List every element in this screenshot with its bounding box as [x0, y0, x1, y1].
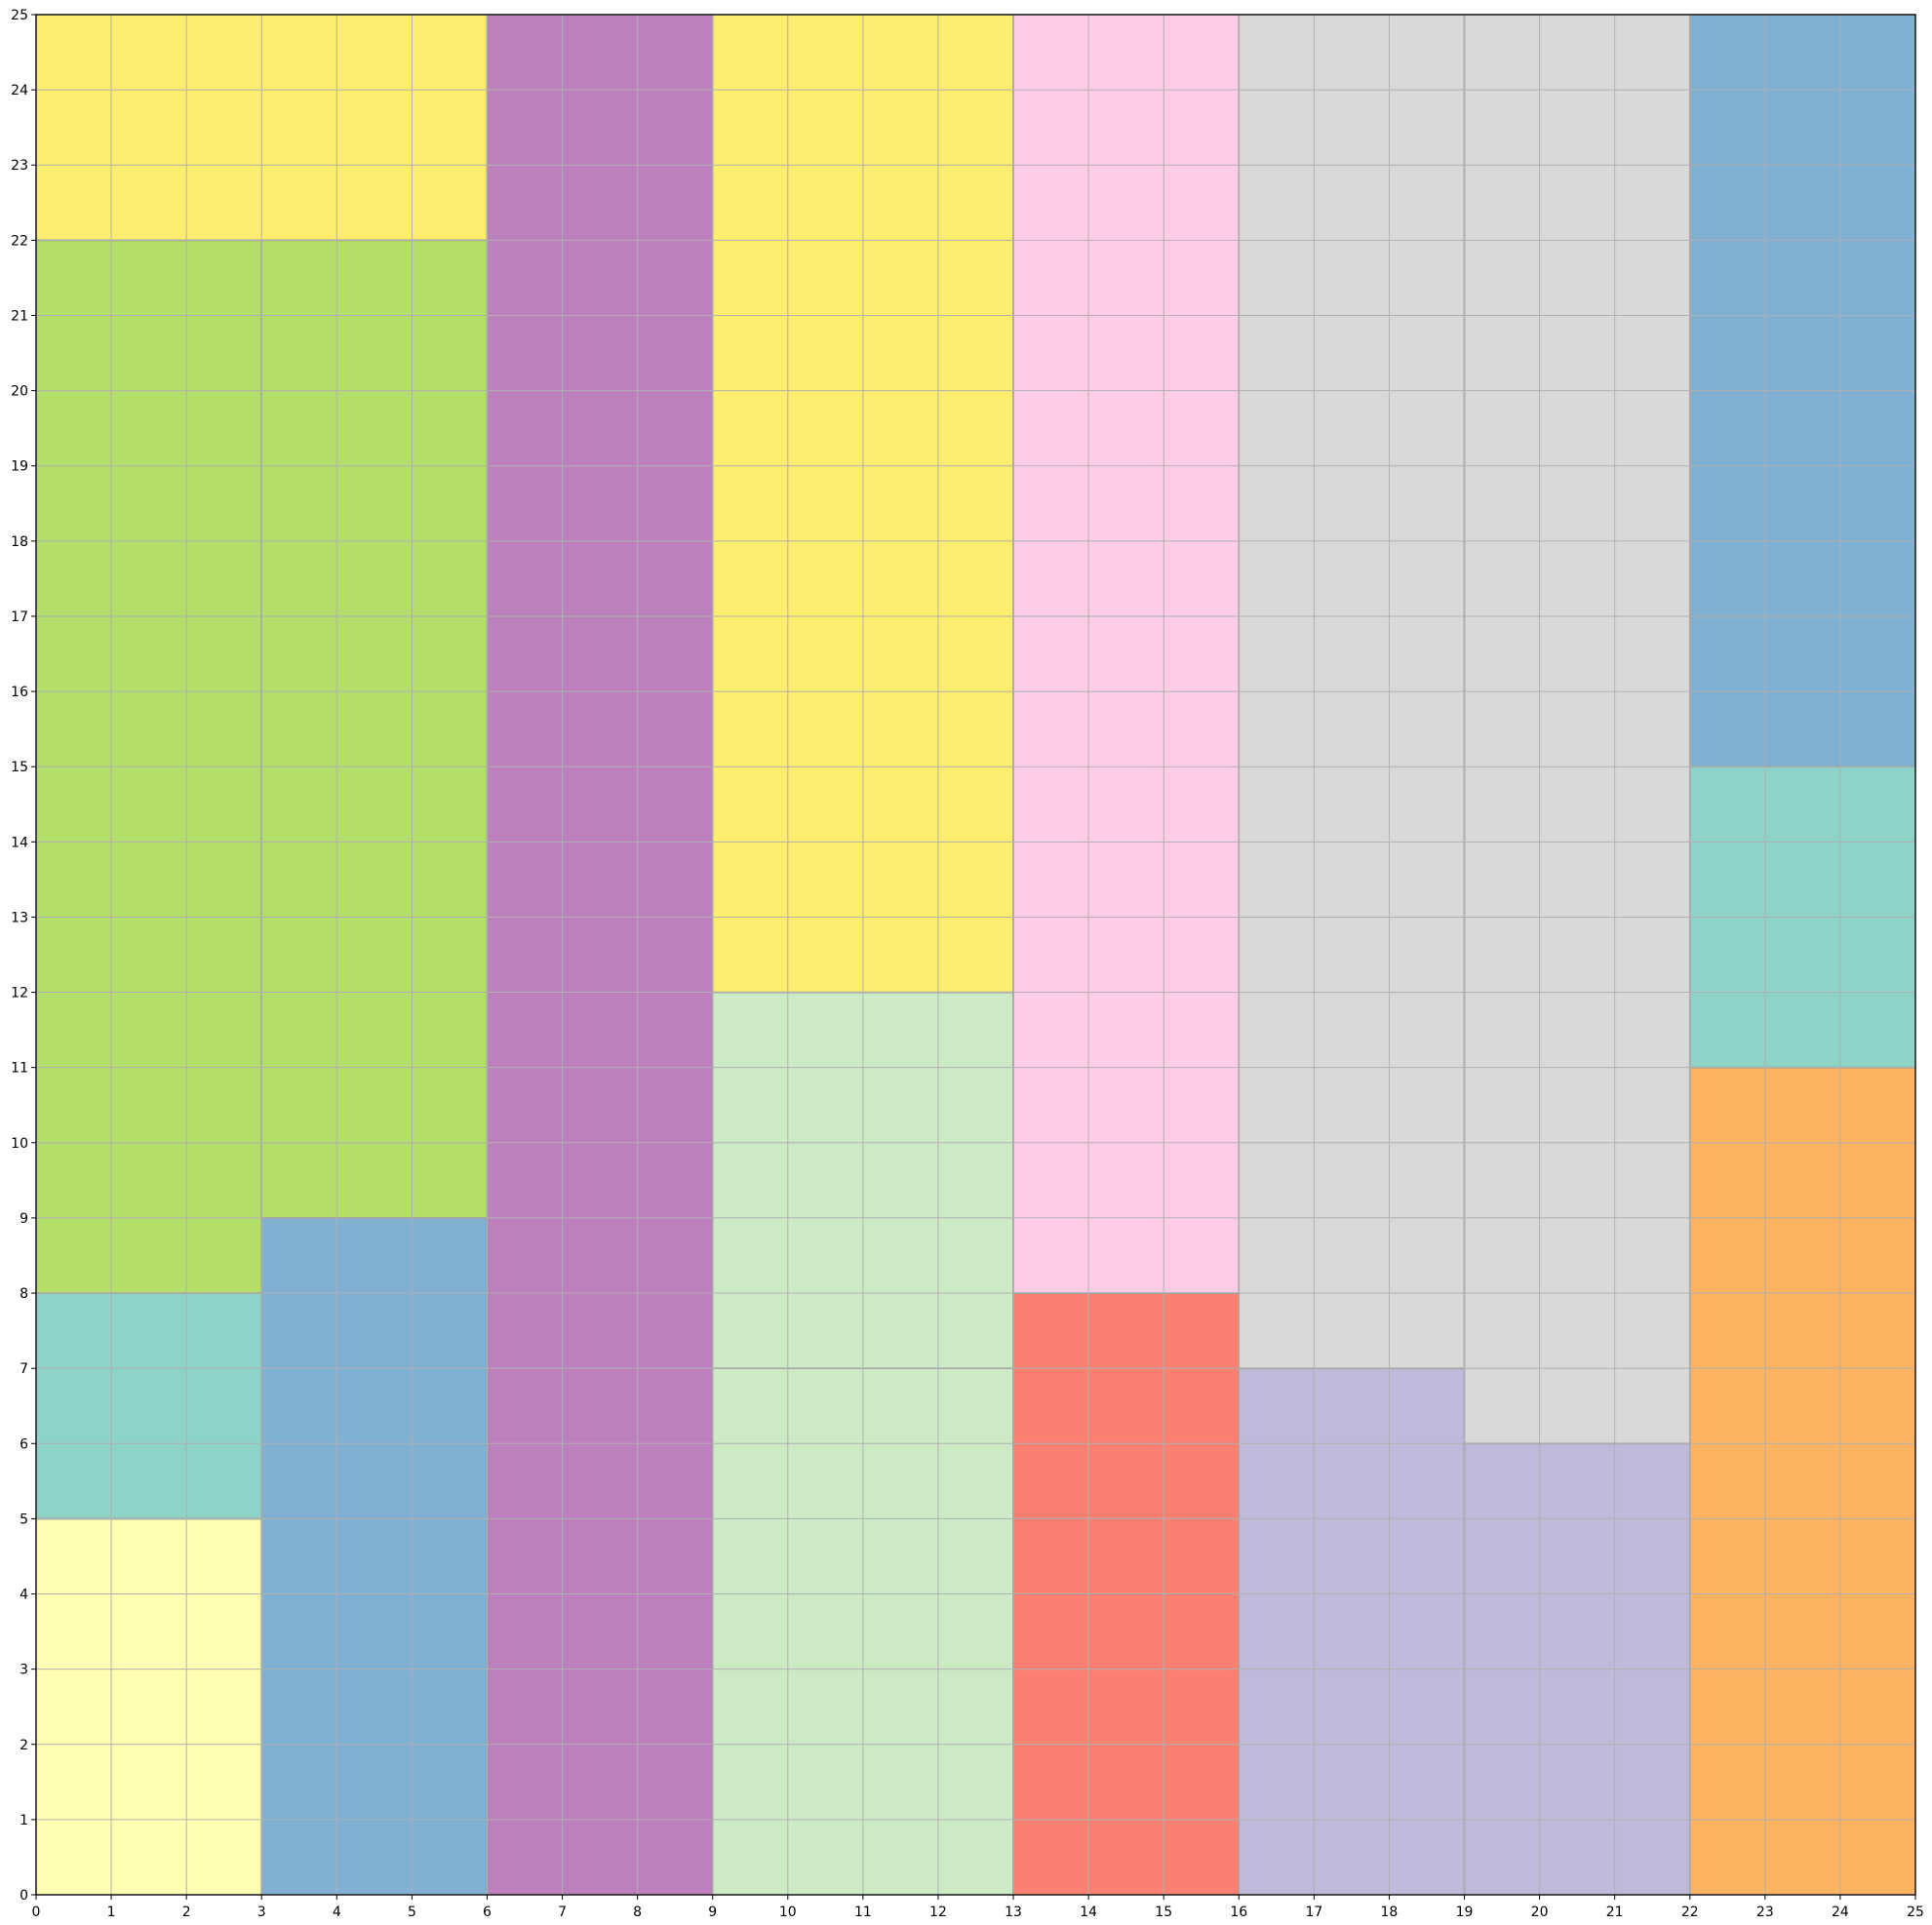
x-tick-label: 22 — [1681, 1905, 1699, 1920]
rectangle-4 — [260, 1217, 489, 1896]
x-tick-label: 9 — [708, 1905, 717, 1920]
y-tick-label: 9 — [20, 1211, 28, 1227]
plot-frame — [35, 14, 1916, 1896]
x-tick-labels: 0 1 2 3 4 5 6 7 8 9 10 11 12 13 14 15 16 17 18 19 20 21 22 23 24… — [32, 1905, 1924, 1920]
x-tick-label: 15 — [1155, 1905, 1172, 1920]
x-tick-label: 14 — [1080, 1905, 1097, 1920]
ticks-layer — [31, 14, 1916, 1900]
y-tick-label: 25 — [11, 8, 28, 23]
rectangle-12 — [1238, 1367, 1466, 1896]
y-tick-label: 14 — [11, 835, 28, 850]
y-tick-label: 16 — [11, 685, 28, 700]
x-tick-label: 19 — [1456, 1905, 1474, 1920]
x-tick-label: 5 — [408, 1905, 416, 1920]
x-tick-label: 2 — [182, 1905, 191, 1920]
x-tick-label: 24 — [1832, 1905, 1849, 1920]
y-tick-label: 15 — [11, 760, 28, 775]
rectangle-11 — [1012, 14, 1241, 1294]
x-tick-label: 4 — [333, 1905, 341, 1920]
y-tick-label: 24 — [11, 83, 28, 98]
y-tick-label: 12 — [11, 986, 28, 1002]
y-tick-label: 8 — [20, 1286, 28, 1302]
y-tick-label: 3 — [20, 1663, 28, 1678]
y-tick-label: 1 — [20, 1813, 28, 1828]
y-tick-label: 10 — [11, 1136, 28, 1152]
y-tick-label: 0 — [20, 1888, 28, 1904]
y-tick-label: 5 — [20, 1512, 28, 1527]
x-tick-label: 25 — [1907, 1905, 1924, 1920]
rectangle-0 — [35, 1517, 263, 1896]
y-tick-label: 18 — [11, 534, 28, 550]
rectangle-6 — [486, 14, 714, 1896]
x-tick-label: 18 — [1381, 1905, 1399, 1920]
x-tick-label: 20 — [1531, 1905, 1549, 1920]
x-tick-label: 3 — [257, 1905, 266, 1920]
y-tick-label: 7 — [20, 1361, 28, 1377]
x-tick-label: 1 — [107, 1905, 116, 1920]
y-tick-label: 13 — [11, 910, 28, 925]
y-tick-label: 17 — [11, 609, 28, 625]
y-tick-labels: 0123456789101112131415161718192021222324… — [11, 8, 28, 1904]
y-tick-label: 2 — [20, 1738, 28, 1753]
y-tick-label: 23 — [11, 158, 28, 174]
rectangle-5 — [260, 239, 489, 1219]
x-tick-label: 17 — [1305, 1905, 1322, 1920]
rectangle-1 — [35, 1292, 263, 1520]
x-tick-label: 13 — [1005, 1905, 1022, 1920]
y-tick-label: 20 — [11, 384, 28, 400]
y-tick-label: 4 — [20, 1588, 28, 1603]
x-tick-label: 16 — [1230, 1905, 1247, 1920]
rectangles-layer — [35, 14, 1916, 1896]
y-tick-label: 19 — [11, 459, 28, 475]
rectangle-15 — [1463, 14, 1691, 1445]
x-tick-label: 12 — [929, 1905, 947, 1920]
rectangle-16 — [1688, 1066, 1916, 1896]
y-tick-label: 22 — [11, 233, 28, 249]
x-tick-label: 23 — [1756, 1905, 1774, 1920]
x-tick-label: 6 — [483, 1905, 492, 1920]
x-tick-label: 0 — [32, 1905, 41, 1920]
x-tick-label: 21 — [1606, 1905, 1624, 1920]
x-tick-label: 8 — [633, 1905, 642, 1920]
x-tick-label: 11 — [854, 1905, 872, 1920]
x-tick-label: 7 — [558, 1905, 567, 1920]
y-tick-label: 6 — [20, 1436, 28, 1452]
x-tick-label: 10 — [779, 1905, 797, 1920]
y-tick-label: 11 — [11, 1061, 28, 1077]
y-tick-label: 21 — [11, 308, 28, 324]
